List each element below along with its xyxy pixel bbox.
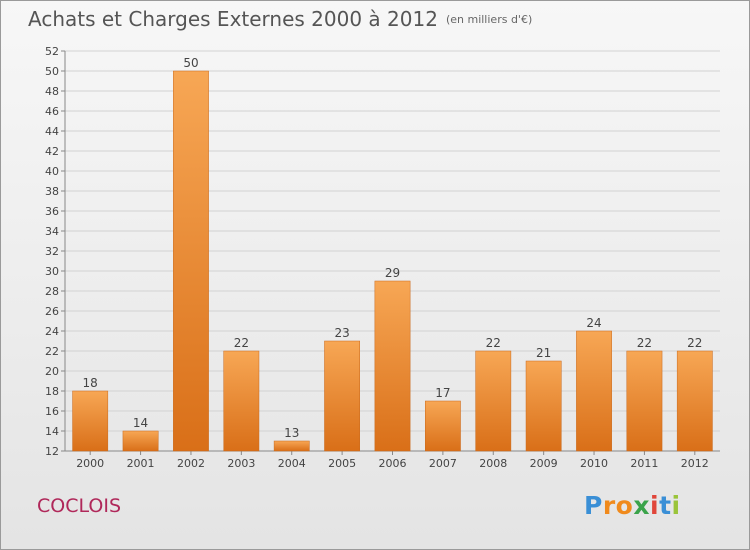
bars <box>72 70 713 452</box>
y-tick-label: 24 <box>45 325 59 338</box>
data-labels: 18 14 50 22 13 23 29 17 22 21 24 22 22 <box>83 56 703 440</box>
x-tick-label: 2004 <box>278 457 306 470</box>
y-tick-label: 52 <box>45 45 59 58</box>
y-tick-label: 22 <box>45 345 59 358</box>
data-label: 21 <box>536 346 551 360</box>
city-name: COCLOIS <box>37 495 122 517</box>
x-tick-label: 2009 <box>530 457 558 470</box>
y-tick-label: 16 <box>45 405 59 418</box>
y-tick-label: 12 <box>45 445 59 458</box>
bar-2010 <box>576 330 612 452</box>
data-label: 22 <box>234 336 249 350</box>
data-label: 22 <box>486 336 501 350</box>
proxiti-logo: Proxiti <box>584 491 681 520</box>
bar-2002 <box>173 70 209 452</box>
data-label: 50 <box>183 56 198 70</box>
y-tick-label: 48 <box>45 85 59 98</box>
bar-2011 <box>626 350 663 452</box>
x-tick-label: 2005 <box>328 457 356 470</box>
y-tick-label: 26 <box>45 305 59 318</box>
data-label: 29 <box>385 266 400 280</box>
data-label: 22 <box>687 336 702 350</box>
x-tick-label: 2010 <box>580 457 608 470</box>
data-label: 18 <box>83 376 98 390</box>
x-tick-label: 2012 <box>681 457 709 470</box>
data-label: 17 <box>435 386 450 400</box>
bar-2001 <box>122 430 159 452</box>
chart-title: Achats et Charges Externes 2000 à 2012 (e… <box>28 7 532 31</box>
bar-2012 <box>676 350 713 452</box>
chart-subtitle: (en milliers d'€) <box>445 13 533 26</box>
y-tick-label: 30 <box>45 265 59 278</box>
y-tick-label: 20 <box>45 365 59 378</box>
y-tick-label: 44 <box>45 125 59 138</box>
data-label: 24 <box>586 316 601 330</box>
y-tick-label: 32 <box>45 245 59 258</box>
y-tick-label: 18 <box>45 385 59 398</box>
bar-2003 <box>223 350 260 452</box>
title-text: Achats et Charges Externes 2000 à 2012 <box>28 7 438 31</box>
bar-2007 <box>425 400 461 452</box>
x-tick-label: 2006 <box>379 457 407 470</box>
y-tick-label: 34 <box>45 225 59 238</box>
y-tick-label: 40 <box>45 165 59 178</box>
y-tick-label: 42 <box>45 145 59 158</box>
y-tick-label: 28 <box>45 285 59 298</box>
x-tick-label: 2008 <box>479 457 507 470</box>
bar-2004 <box>273 440 310 452</box>
bar-2009 <box>525 360 562 452</box>
logo-letter: x <box>633 491 650 520</box>
x-tick-label: 2011 <box>630 457 658 470</box>
data-label: 22 <box>637 336 652 350</box>
bar-2000 <box>72 390 109 452</box>
data-label: 23 <box>334 326 349 340</box>
y-tick-label: 14 <box>45 425 59 438</box>
logo-letter: t <box>659 491 672 520</box>
logo-letter: P <box>584 491 603 520</box>
y-tick-label: 50 <box>45 65 59 78</box>
data-label: 14 <box>133 416 148 430</box>
data-label: 13 <box>284 426 299 440</box>
x-tick-label: 2001 <box>127 457 155 470</box>
x-tick-label: 2000 <box>76 457 104 470</box>
x-tick-label: 2007 <box>429 457 457 470</box>
x-tick-label: 2002 <box>177 457 205 470</box>
bar-2006 <box>374 280 411 452</box>
y-tick-label: 46 <box>45 105 59 118</box>
logo-letter: o <box>615 491 634 520</box>
y-tick-label: 36 <box>45 205 59 218</box>
bar-2008 <box>475 350 512 452</box>
logo-letter: r <box>602 491 616 520</box>
bar-2005 <box>324 340 361 452</box>
x-tick-label: 2003 <box>227 457 255 470</box>
y-tick-label: 38 <box>45 185 59 198</box>
logo-letter: i <box>650 491 660 520</box>
logo-letter: i <box>671 491 681 520</box>
